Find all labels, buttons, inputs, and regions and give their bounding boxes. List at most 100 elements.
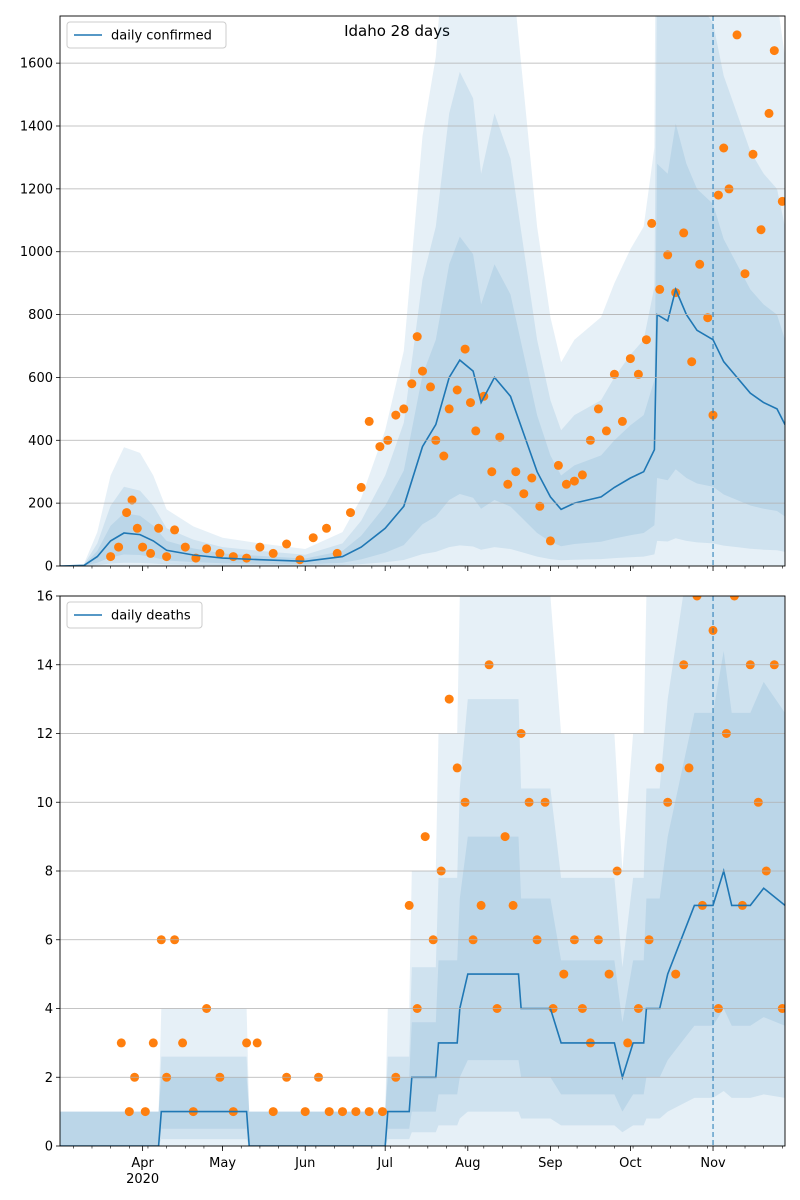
observed-point xyxy=(332,548,342,558)
observed-point xyxy=(420,832,430,842)
observed-point xyxy=(655,284,665,294)
y-tick-label: 14 xyxy=(36,658,53,673)
observed-point xyxy=(116,1038,126,1048)
observed-point xyxy=(569,476,579,486)
observed-point xyxy=(242,1038,252,1048)
observed-point xyxy=(364,416,374,426)
legend-label: daily deaths xyxy=(111,609,191,624)
uncertainty-band xyxy=(60,16,785,566)
observed-point xyxy=(601,426,611,436)
observed-point xyxy=(322,523,331,533)
observed-point xyxy=(593,404,603,414)
y-tick-label: 2 xyxy=(45,1071,53,1086)
observed-point xyxy=(146,548,156,558)
observed-point xyxy=(487,467,497,477)
observed-point xyxy=(655,763,665,773)
observed-point xyxy=(255,542,265,552)
observed-point xyxy=(684,763,694,773)
observed-point xyxy=(732,30,742,40)
observed-point xyxy=(426,382,435,392)
observed-point xyxy=(452,763,462,773)
observed-point xyxy=(202,544,212,554)
observed-point xyxy=(777,196,785,206)
observed-point xyxy=(300,1107,310,1117)
uncertainty-band xyxy=(60,651,785,1146)
y-tick-label: 8 xyxy=(45,865,53,880)
series-line xyxy=(60,867,785,1146)
y-tick-label: 600 xyxy=(28,371,53,386)
y-tick-label: 200 xyxy=(28,497,53,512)
x-tick-label: Nov xyxy=(700,1156,726,1171)
observed-point xyxy=(466,398,475,408)
observed-point xyxy=(338,1107,347,1117)
observed-point xyxy=(633,369,643,379)
observed-point xyxy=(122,508,132,518)
observed-point xyxy=(180,542,190,552)
observed-point xyxy=(769,46,779,56)
observed-point xyxy=(508,900,518,910)
x-tick-label: Apr xyxy=(131,1156,154,1171)
observed-point xyxy=(495,432,505,442)
observed-point xyxy=(439,451,449,461)
observed-point xyxy=(609,369,619,379)
series-line xyxy=(60,286,785,566)
observed-point xyxy=(268,1107,278,1117)
observed-point xyxy=(364,1107,374,1117)
observed-point xyxy=(647,218,657,228)
observed-point xyxy=(729,596,739,601)
observed-point xyxy=(140,1107,150,1117)
observed-point xyxy=(228,552,238,562)
observed-point xyxy=(527,473,537,483)
observed-point xyxy=(476,900,486,910)
observed-point xyxy=(671,969,681,979)
observed-point xyxy=(679,228,689,238)
legend: daily deaths xyxy=(66,601,203,629)
observed-point xyxy=(764,108,774,118)
observed-point xyxy=(412,332,422,342)
observed-point xyxy=(391,410,401,420)
observed-point xyxy=(553,460,563,470)
x-tick-label: Aug xyxy=(455,1156,480,1171)
observed-point xyxy=(719,143,729,153)
x-tick-label: Sep xyxy=(538,1156,563,1171)
observed-point xyxy=(170,525,180,535)
y-tick-label: 1400 xyxy=(20,120,53,135)
y-tick-label: 0 xyxy=(45,560,53,575)
observed-point xyxy=(148,1038,158,1048)
observed-point xyxy=(242,553,252,563)
observed-point xyxy=(378,1107,387,1117)
y-tick-label: 400 xyxy=(28,434,53,449)
plot-frame xyxy=(59,595,786,1147)
observed-point xyxy=(623,1038,633,1048)
observed-point xyxy=(617,416,627,426)
y-tick-label: 10 xyxy=(36,796,53,811)
observed-point xyxy=(444,694,454,704)
chart-title: Idaho 28 days xyxy=(344,22,450,40)
observed-point xyxy=(577,470,587,480)
observed-point xyxy=(114,542,124,552)
y-tick-label: 1200 xyxy=(20,182,53,197)
observed-point xyxy=(756,225,766,235)
observed-point xyxy=(713,190,723,200)
observed-point xyxy=(604,969,614,979)
observed-point xyxy=(452,385,462,395)
observed-point xyxy=(460,344,470,354)
x-tick-label: Jun xyxy=(294,1156,315,1171)
x-tick-label: Jul xyxy=(376,1156,393,1171)
observed-point xyxy=(404,900,414,910)
y-tick-label: 12 xyxy=(36,727,53,742)
observed-point xyxy=(162,552,172,562)
observed-point xyxy=(519,489,529,499)
x-tick-label: Oct xyxy=(619,1156,641,1171)
observed-point xyxy=(692,596,702,601)
observed-point xyxy=(740,269,750,279)
observed-point xyxy=(625,354,635,364)
observed-point xyxy=(500,832,510,842)
observed-point xyxy=(308,533,318,543)
observed-point xyxy=(132,523,142,533)
confirmed-panel: 0 200 400 600 800 1000 1200 1400 1600 daily confi… xyxy=(20,15,786,575)
observed-point xyxy=(748,149,758,159)
y-tick-label: 6 xyxy=(45,933,53,948)
plot-frame xyxy=(59,15,786,567)
